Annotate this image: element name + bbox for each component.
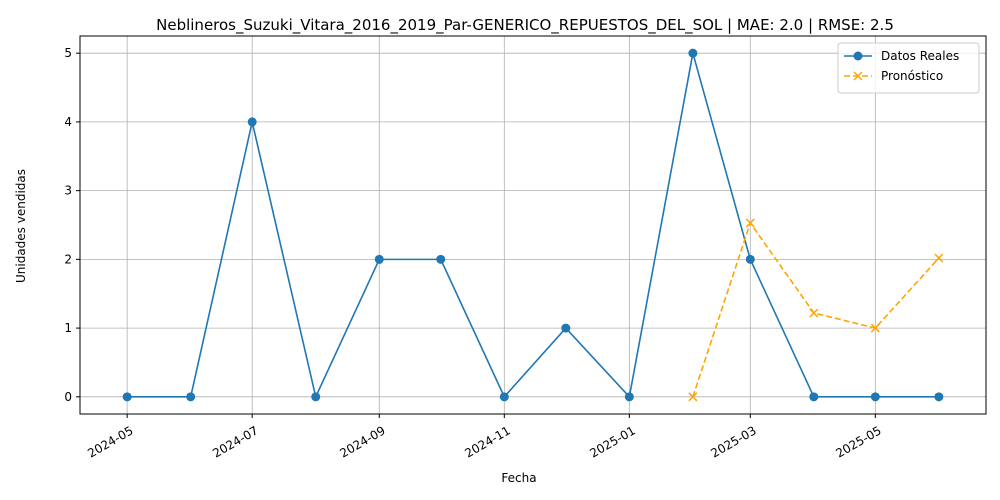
forecast-point <box>870 323 880 333</box>
chart-title: Neblineros_Suzuki_Vitara_2016_2019_Par-G… <box>156 16 894 35</box>
x-tick-label: 2025-03 <box>708 423 758 460</box>
data-point <box>499 392 509 402</box>
x-tick-label: 2025-05 <box>833 423 883 460</box>
y-axis-ticks: 0 1 2 3 4 5 <box>64 46 80 404</box>
grid <box>80 36 986 414</box>
x-axis-label: Fecha <box>501 471 536 485</box>
data-point <box>561 323 571 333</box>
series-line <box>127 52 939 400</box>
data-point <box>122 392 132 402</box>
legend-label: Datos Reales <box>881 49 959 63</box>
y-tick-label: 5 <box>64 46 72 60</box>
series-actual <box>122 48 944 402</box>
y-tick-label: 3 <box>64 184 72 198</box>
x-tick-label: 2024-09 <box>337 423 387 460</box>
data-point <box>186 392 196 402</box>
data-point <box>934 392 944 402</box>
legend-entry: Datos Reales <box>844 49 959 63</box>
y-tick-label: 4 <box>64 115 72 129</box>
y-tick-label: 0 <box>64 390 72 404</box>
data-point <box>436 254 446 264</box>
data-point <box>688 48 698 58</box>
legend-label: Pronóstico <box>881 69 943 83</box>
forecast-point <box>934 253 944 263</box>
x-tick-label: 2025-01 <box>587 423 637 460</box>
y-tick-label: 1 <box>64 321 72 335</box>
y-axis-label: Unidades vendidas <box>14 169 28 283</box>
data-point <box>624 392 634 402</box>
data-point <box>311 392 321 402</box>
forecast-point <box>745 218 755 228</box>
y-tick-label: 2 <box>64 252 72 266</box>
plot-frame <box>79 35 987 415</box>
legend-marker <box>853 71 863 81</box>
data-point <box>745 254 755 264</box>
legend-marker <box>853 51 863 61</box>
forecast-point <box>688 392 698 402</box>
series-forecast <box>688 218 944 402</box>
legend-box <box>837 42 980 94</box>
series-group <box>122 48 944 402</box>
x-tick-label: 2024-05 <box>85 423 135 460</box>
data-point <box>870 392 880 402</box>
data-point <box>374 254 384 264</box>
x-tick-label: 2024-11 <box>462 423 512 460</box>
x-tick-label: 2024-07 <box>210 423 260 460</box>
data-point <box>809 392 819 402</box>
data-point <box>247 117 257 127</box>
legend-entry: Pronóstico <box>844 69 943 83</box>
legend: Datos Reales Pronóstico <box>837 42 980 94</box>
forecast-point <box>809 308 819 318</box>
x-axis-ticks: 2024-05 2024-07 2024-09 2024-11 2025-01 2025-… <box>85 414 884 461</box>
